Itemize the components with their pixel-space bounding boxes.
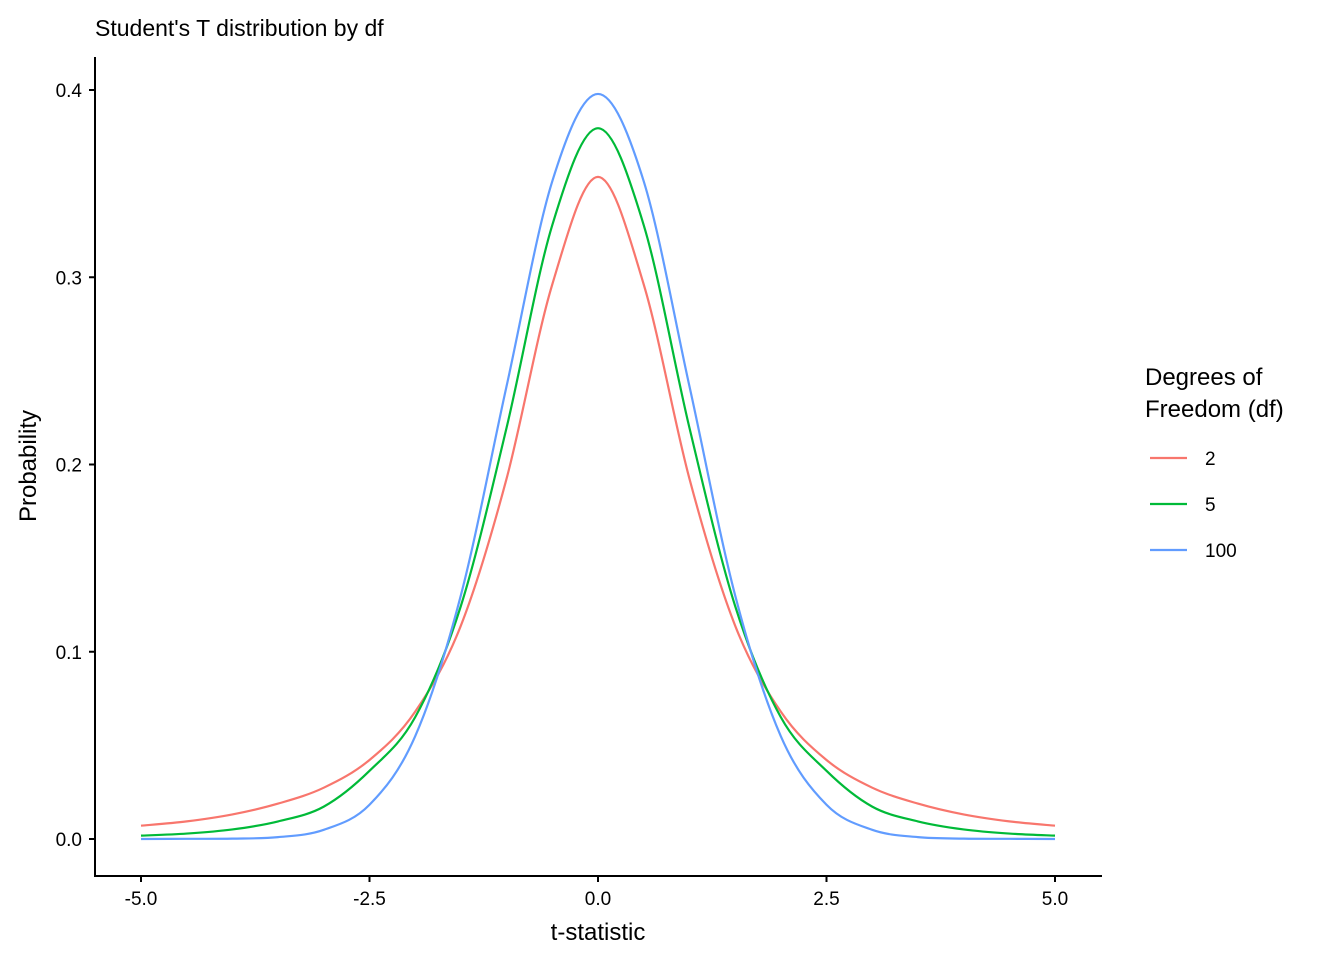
y-tick-label: 0.4 <box>56 81 83 102</box>
chart-title: Student's T distribution by df <box>95 15 384 41</box>
x-tick-label: -2.5 <box>353 889 386 910</box>
y-tick-label: 0.3 <box>56 268 82 289</box>
legend: Degrees of Freedom (df) 2 5 100 <box>1145 364 1284 562</box>
x-tick-label: -5.0 <box>125 889 158 910</box>
series-line-df-100 <box>140 92 1056 841</box>
y-tick-label: 0.1 <box>56 643 82 664</box>
x-axis-label: t-statistic <box>551 919 646 946</box>
y-axis-label: Probability <box>15 410 42 522</box>
legend-items: 2 5 100 <box>1150 449 1237 562</box>
series-lines <box>140 92 1056 841</box>
legend-label: 2 <box>1205 449 1216 470</box>
x-axis-ticks: -5.0 -2.5 0.0 2.5 5.0 <box>125 876 1068 910</box>
series-line-df-2 <box>140 175 1056 827</box>
series-line-df-5 <box>140 127 1056 837</box>
legend-title-line-1: Degrees of <box>1145 364 1263 391</box>
legend-label: 5 <box>1205 495 1216 516</box>
plot-area: 0.0 0.1 0.2 0.3 0.4 -5.0 -2.5 0.0 2.5 5.0 <box>56 57 1102 910</box>
x-tick-label: 0.0 <box>585 889 611 910</box>
y-axis-ticks: 0.0 0.1 0.2 0.3 0.4 <box>56 81 95 851</box>
x-tick-label: 2.5 <box>813 889 839 910</box>
legend-label: 100 <box>1205 541 1237 562</box>
legend-title-line-2: Freedom (df) <box>1145 396 1284 423</box>
x-tick-label: 5.0 <box>1042 889 1068 910</box>
y-tick-label: 0.0 <box>56 830 82 851</box>
y-tick-label: 0.2 <box>56 456 82 477</box>
